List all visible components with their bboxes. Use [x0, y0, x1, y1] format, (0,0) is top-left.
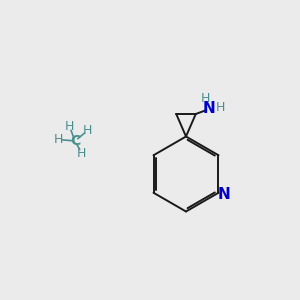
Text: H: H: [77, 146, 86, 160]
Text: H: H: [65, 120, 74, 133]
Text: H: H: [83, 124, 92, 137]
Text: H: H: [216, 100, 225, 114]
Text: H: H: [54, 133, 63, 146]
Text: N: N: [203, 101, 216, 116]
Text: H: H: [201, 92, 210, 106]
Text: C: C: [70, 134, 80, 148]
Text: N: N: [218, 187, 230, 202]
